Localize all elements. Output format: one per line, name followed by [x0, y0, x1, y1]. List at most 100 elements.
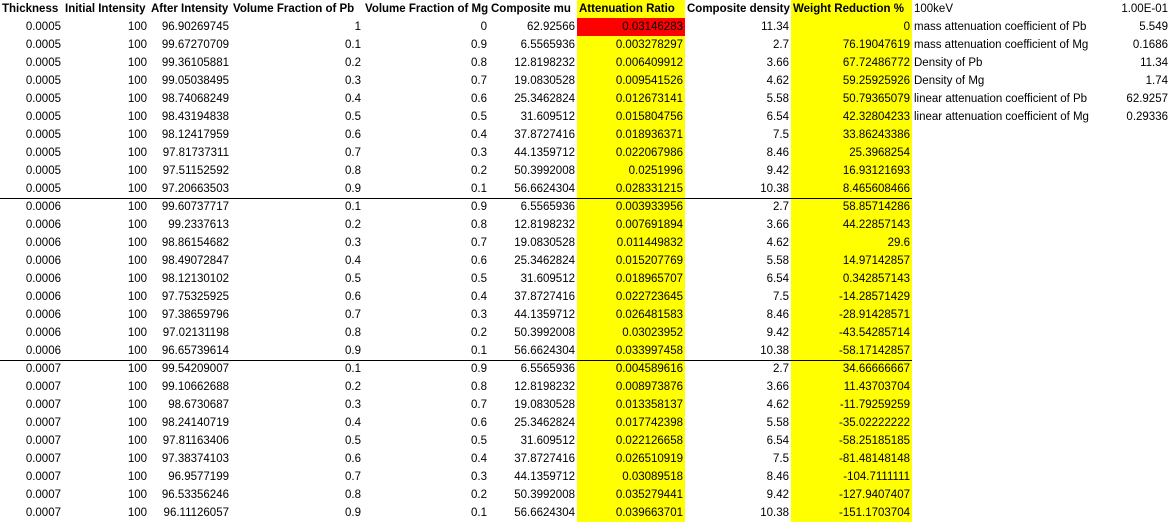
data-cell[interactable]: 62.92566: [527, 21, 575, 33]
data-cell[interactable]: 0.0006: [25, 219, 61, 231]
column-header[interactable]: Volume Fraction of Pb: [233, 3, 355, 15]
data-cell[interactable]: 0.3: [471, 309, 487, 321]
data-cell[interactable]: 0.7: [345, 471, 361, 483]
data-cell[interactable]: 5.58: [766, 255, 789, 267]
column-header[interactable]: Weight Reduction %: [791, 0, 912, 18]
data-cell[interactable]: 0.2: [471, 327, 487, 339]
data-cell[interactable]: 0.0251996: [577, 162, 685, 180]
data-cell[interactable]: 10.38: [760, 183, 789, 195]
data-cell[interactable]: 100: [127, 219, 147, 231]
data-cell[interactable]: 100: [127, 255, 147, 267]
data-cell[interactable]: 100: [127, 183, 147, 195]
data-cell[interactable]: 0.0005: [25, 21, 61, 33]
data-cell[interactable]: 58.85714286: [791, 198, 912, 216]
data-cell[interactable]: 37.8727416: [514, 453, 575, 465]
column-header[interactable]: After Intensity: [151, 3, 229, 15]
data-cell[interactable]: 0.007691894: [577, 216, 685, 234]
data-cell[interactable]: 0.03089518: [577, 468, 685, 486]
data-cell[interactable]: 0.011449832: [577, 234, 685, 252]
data-cell[interactable]: 50.3992008: [514, 165, 575, 177]
data-cell[interactable]: 0.015804756: [577, 108, 685, 126]
data-cell[interactable]: 99.54209007: [161, 363, 229, 375]
data-cell[interactable]: 100: [127, 273, 147, 285]
data-cell[interactable]: 0.6: [471, 93, 487, 105]
data-cell[interactable]: 50.79365079: [791, 90, 912, 108]
data-cell[interactable]: 0.017742398: [577, 414, 685, 432]
data-cell[interactable]: 0.7: [471, 399, 487, 411]
data-cell[interactable]: 42.32804233: [791, 108, 912, 126]
param-value-cell[interactable]: 0.29336: [1126, 111, 1168, 123]
data-cell[interactable]: 0.3: [345, 399, 361, 411]
data-cell[interactable]: 0.0005: [25, 93, 61, 105]
data-cell[interactable]: 100: [127, 417, 147, 429]
data-cell[interactable]: 99.60737717: [161, 201, 229, 213]
data-cell[interactable]: 0.0007: [25, 399, 61, 411]
param-value-cell[interactable]: 0.1686: [1132, 39, 1168, 51]
data-cell[interactable]: 0.6: [345, 129, 361, 141]
data-cell[interactable]: 100: [127, 381, 147, 393]
data-cell[interactable]: 100: [127, 237, 147, 249]
data-cell[interactable]: 0.026510919: [577, 450, 685, 468]
data-cell[interactable]: -14.28571429: [791, 288, 912, 306]
data-cell[interactable]: 96.11126057: [163, 507, 229, 519]
data-cell[interactable]: 44.1359712: [514, 309, 575, 321]
data-cell[interactable]: 0.0005: [25, 129, 61, 141]
data-cell[interactable]: 99.2337613: [168, 219, 229, 231]
data-cell[interactable]: 0.0005: [25, 147, 61, 159]
data-cell[interactable]: 44.1359712: [514, 471, 575, 483]
data-cell[interactable]: 37.8727416: [514, 129, 575, 141]
data-cell[interactable]: 100: [127, 129, 147, 141]
data-cell[interactable]: 0.0007: [25, 489, 61, 501]
data-cell[interactable]: 100: [127, 147, 147, 159]
data-cell[interactable]: 56.6624304: [514, 345, 575, 357]
param-value-cell[interactable]: 11.34: [1140, 57, 1168, 69]
data-cell[interactable]: 0.5: [471, 273, 487, 285]
data-cell[interactable]: 0.018965707: [577, 270, 685, 288]
data-cell[interactable]: 56.6624304: [514, 507, 575, 519]
data-cell[interactable]: 31.609512: [520, 111, 575, 123]
data-cell[interactable]: 4.62: [766, 75, 789, 87]
data-cell[interactable]: 96.9577199: [168, 471, 229, 483]
data-cell[interactable]: 100: [127, 57, 147, 69]
data-cell[interactable]: 76.19047619: [791, 36, 912, 54]
data-cell[interactable]: 98.43194838: [161, 111, 229, 123]
data-cell[interactable]: 0.0007: [25, 435, 61, 447]
data-cell[interactable]: 0.7: [471, 75, 487, 87]
data-cell[interactable]: 0.012673141: [577, 90, 685, 108]
data-cell[interactable]: -104.7111111: [791, 468, 912, 486]
data-cell[interactable]: 98.49072847: [161, 255, 229, 267]
data-cell[interactable]: 0.7: [345, 147, 361, 159]
data-cell[interactable]: 100: [127, 111, 147, 123]
data-cell[interactable]: 100: [127, 327, 147, 339]
data-cell[interactable]: 97.81163406: [162, 435, 229, 447]
data-cell[interactable]: 0.009541526: [577, 72, 685, 90]
data-cell[interactable]: 37.8727416: [514, 291, 575, 303]
data-cell[interactable]: 5.58: [766, 93, 789, 105]
data-cell[interactable]: 0.5: [471, 111, 487, 123]
data-cell[interactable]: 99.05038495: [161, 75, 229, 87]
data-cell[interactable]: 9.42: [766, 327, 789, 339]
data-cell[interactable]: 0.8: [345, 327, 361, 339]
data-cell[interactable]: 97.75325925: [161, 291, 229, 303]
data-cell[interactable]: 0.2: [471, 489, 487, 501]
data-cell[interactable]: 0.9: [471, 363, 487, 375]
data-cell[interactable]: 99.67270709: [161, 39, 229, 51]
data-cell[interactable]: 0.342857143: [791, 270, 912, 288]
data-cell[interactable]: 0.9: [471, 39, 487, 51]
data-cell[interactable]: 96.90269745: [161, 21, 229, 33]
data-cell[interactable]: -11.79259259: [791, 396, 912, 414]
data-cell[interactable]: 19.0830528: [514, 237, 575, 249]
data-cell[interactable]: 19.0830528: [514, 399, 575, 411]
data-cell[interactable]: 8.465608466: [791, 180, 912, 198]
data-cell[interactable]: 0.1: [471, 183, 487, 195]
param-label-cell[interactable]: 100keV: [914, 3, 954, 15]
param-label-cell[interactable]: linear attenuation coefficient of Mg: [914, 111, 1089, 123]
data-cell[interactable]: 0.6: [471, 417, 487, 429]
data-cell[interactable]: 7.5: [773, 291, 789, 303]
data-cell[interactable]: 98.24140719: [161, 417, 229, 429]
data-cell[interactable]: 6.54: [766, 111, 789, 123]
data-cell[interactable]: 97.20663503: [161, 183, 229, 195]
data-cell[interactable]: 0.2: [345, 219, 361, 231]
data-cell[interactable]: 0.3: [345, 75, 361, 87]
data-cell[interactable]: 0.0005: [25, 75, 61, 87]
